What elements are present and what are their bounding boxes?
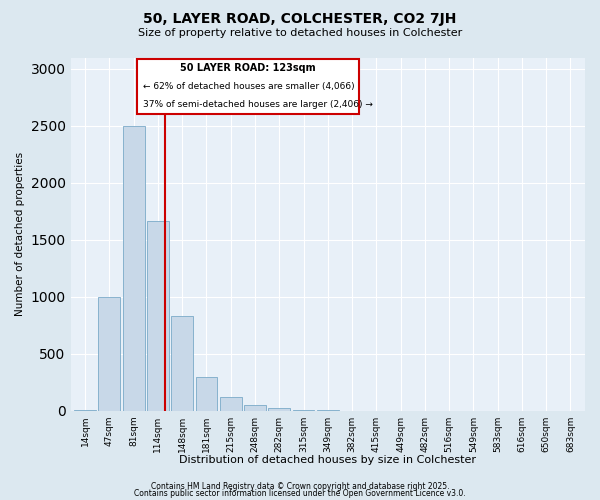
Text: ← 62% of detached houses are smaller (4,066): ← 62% of detached houses are smaller (4,… [143,82,354,91]
Text: 50 LAYER ROAD: 123sqm: 50 LAYER ROAD: 123sqm [180,63,316,73]
Bar [171,316,193,411]
Bar [268,408,290,411]
Text: Size of property relative to detached houses in Colchester: Size of property relative to detached ho… [138,28,462,38]
Bar [74,410,96,411]
Bar [123,126,145,411]
Bar [196,377,217,411]
Text: Contains HM Land Registry data © Crown copyright and database right 2025.: Contains HM Land Registry data © Crown c… [151,482,449,491]
Text: Contains public sector information licensed under the Open Government Licence v3: Contains public sector information licen… [134,490,466,498]
Y-axis label: Number of detached properties: Number of detached properties [15,152,25,316]
Bar [244,406,266,411]
Bar [293,410,314,411]
Bar [98,297,120,411]
Text: 50, LAYER ROAD, COLCHESTER, CO2 7JH: 50, LAYER ROAD, COLCHESTER, CO2 7JH [143,12,457,26]
X-axis label: Distribution of detached houses by size in Colchester: Distribution of detached houses by size … [179,455,476,465]
Text: 37% of semi-detached houses are larger (2,406) →: 37% of semi-detached houses are larger (… [143,100,373,109]
Bar [220,398,242,411]
Bar [147,220,169,411]
Bar [317,410,338,411]
FancyBboxPatch shape [137,60,359,114]
